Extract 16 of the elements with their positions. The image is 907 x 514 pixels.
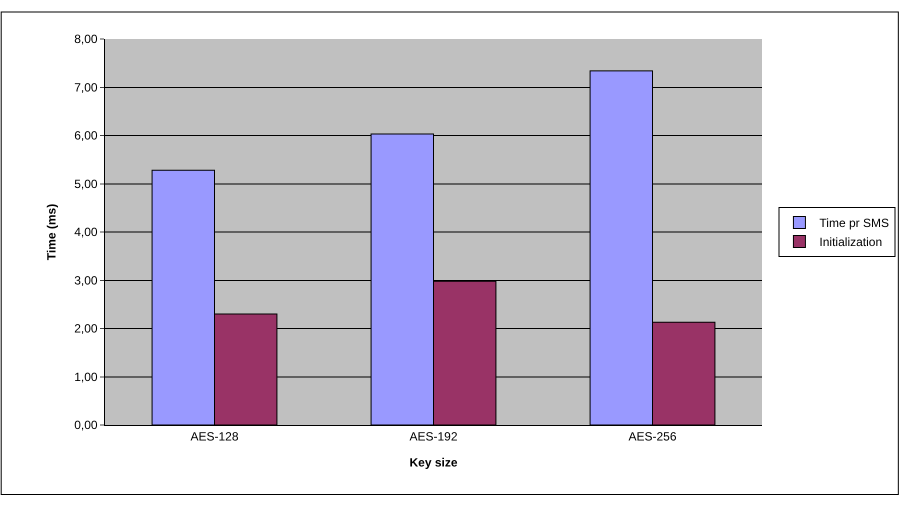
y-tick-label: 7,00 — [74, 80, 98, 94]
legend-label: Initialization — [819, 235, 882, 250]
y-axis-title: Time (ms) — [44, 204, 59, 260]
y-tick-label: 3,00 — [74, 273, 98, 288]
y-tick-label: 8,00 — [74, 32, 98, 46]
y-tick-label: 1,00 — [74, 370, 98, 384]
x-axis-title: Key size — [409, 455, 458, 470]
legend-label: Time pr SMS — [819, 216, 889, 230]
y-tick-label: 4,00 — [74, 225, 98, 240]
x-tick-label: AES-192 — [409, 429, 458, 444]
x-tick-label: AES-128 — [190, 429, 239, 444]
y-tick-label: 2,00 — [74, 322, 98, 336]
x-tick-label: AES-256 — [628, 429, 677, 444]
y-tick-label: 5,00 — [74, 176, 98, 191]
y-tick-label: 6,00 — [74, 128, 98, 143]
y-tick-label: 0,00 — [74, 418, 98, 432]
